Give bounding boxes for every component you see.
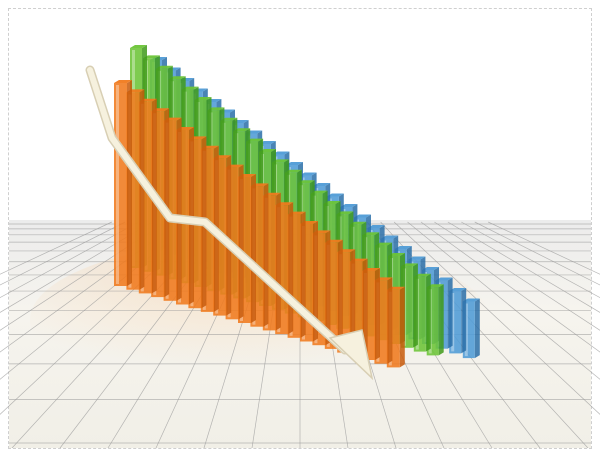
arrow-head: [328, 329, 374, 381]
grid-line: [434, 221, 600, 331]
grid-line: [447, 221, 600, 313]
grid-line: [407, 221, 600, 380]
grid-line: [474, 221, 600, 286]
bar-series: [114, 45, 480, 368]
grid-line: [420, 221, 600, 353]
grid-line: [0, 221, 153, 313]
grid-line: [488, 221, 600, 275]
arrow-shaft: [87, 67, 348, 353]
grid-line: [393, 221, 600, 415]
grid-line: [0, 221, 126, 286]
image-border: [8, 8, 592, 449]
down-trend-arrow: [85, 65, 374, 381]
grid-line: [0, 221, 112, 275]
grid-line: [461, 221, 600, 298]
grid-line: [0, 221, 166, 331]
grid-line: [0, 221, 139, 298]
bar-orange: [114, 80, 132, 286]
